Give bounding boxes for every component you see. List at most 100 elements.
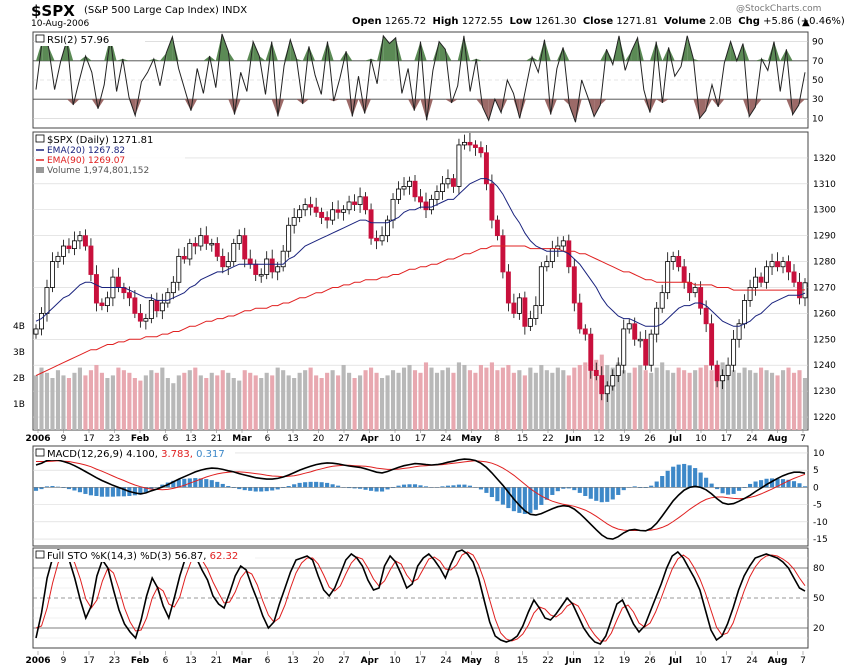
volume-bar (588, 370, 593, 430)
volume-bar (61, 375, 66, 430)
chart-date: 10-Aug-2006 (31, 19, 90, 29)
price-x-axis-label: 6 (163, 434, 169, 444)
price-x-axis-label: 26 (644, 434, 656, 444)
macd-histogram-bar (517, 487, 522, 513)
macd-histogram-bar (412, 484, 418, 488)
candle-body (242, 235, 248, 260)
candle-body (599, 375, 605, 395)
stochastic-x-axis-label: 6 (163, 656, 169, 666)
rsi-above-fill (476, 58, 483, 61)
volume-bar (160, 367, 165, 430)
macd-histogram-bar (110, 487, 115, 497)
price-x-axis-label: 17 (83, 434, 94, 444)
volume-bar (231, 378, 236, 430)
rsi-above-fill (786, 49, 793, 61)
volume-bar (182, 372, 187, 430)
rsi-above-fill (463, 35, 471, 61)
rsi-below-fill (184, 99, 191, 111)
macd-axis-tick: -15 (813, 535, 828, 545)
volume-bar (676, 367, 681, 430)
macd-histogram-bar (226, 486, 231, 488)
candle-body (203, 235, 209, 244)
candle-body (50, 261, 55, 288)
stochastic-collapse-icon (35, 550, 45, 559)
volume-bar (138, 380, 143, 430)
volume-bar (742, 367, 747, 430)
volume-bar (687, 372, 692, 430)
volume-bar (698, 367, 703, 430)
candle-body (132, 297, 138, 314)
candle-body (654, 307, 660, 335)
candle-body (538, 266, 544, 307)
price-axis-tick: 1290 (813, 232, 836, 242)
candle-body (115, 276, 121, 288)
candle-body (225, 261, 231, 268)
stochastic-d-line (35, 551, 806, 642)
macd-histogram-bar (39, 487, 44, 490)
candle-body (286, 224, 292, 252)
macd-histogram-bar (687, 465, 692, 488)
price-axis-tick: 1230 (813, 387, 836, 397)
candle-body (725, 364, 731, 376)
candle-body (396, 188, 401, 200)
stochastic-x-axis-label: 24 (746, 656, 758, 666)
candle-body (429, 198, 434, 211)
rsi-below-fill (296, 99, 303, 104)
candle-body (66, 245, 72, 250)
rsi-below-fill (699, 99, 706, 119)
candle-body (71, 240, 77, 250)
volume-bar (489, 362, 494, 430)
candle-body (687, 281, 693, 294)
price-axis-tick: 1320 (813, 154, 836, 164)
stochastic-x-axis-label: 9 (61, 656, 67, 666)
volume-bar (314, 375, 319, 430)
candle-body (170, 281, 176, 294)
volume-bar (292, 378, 297, 430)
macd-histogram-bar (176, 479, 181, 488)
stochastic-x-axis-label: 15 (517, 656, 528, 666)
volume-bar (204, 378, 209, 430)
rsi-above-fill (432, 41, 440, 61)
rsi-title-bg (35, 34, 145, 46)
candle-body (703, 307, 709, 325)
macd-histogram-bar (198, 478, 203, 488)
rsi-below-fill (656, 99, 663, 103)
volume-bar (193, 367, 198, 430)
rsi-below-fill (482, 99, 489, 121)
candle-body (665, 261, 671, 294)
candle-body (621, 328, 627, 366)
macd-histogram-bar (594, 487, 599, 501)
volume-bar (275, 367, 280, 430)
volume-bar (66, 378, 72, 430)
price-title: $SPX (Daily) 1271.81 (47, 135, 153, 146)
macd-histogram-bar (396, 485, 401, 488)
price-x-axis-label: May (461, 434, 482, 444)
macd-histogram-bar (605, 487, 610, 502)
rsi-above-fill (203, 56, 210, 61)
candle-body (698, 287, 704, 309)
volume-bar (572, 367, 577, 430)
stochastic-x-axis-label: 22 (542, 656, 553, 666)
volume-bar (731, 370, 736, 430)
volume-bar (533, 372, 538, 430)
rsi-below-fill (67, 99, 74, 105)
rsi-below-fill (544, 99, 551, 115)
chg-label: Chg (738, 16, 760, 27)
volume-bar (132, 378, 137, 430)
candle-body (264, 258, 270, 275)
rsi-above-fill (445, 49, 452, 61)
candle-body (478, 147, 484, 154)
macd-histogram-bar (33, 487, 39, 491)
volume-axis-tick: 2B (13, 374, 25, 384)
candle-body (522, 297, 528, 327)
candle-body (791, 271, 797, 283)
stochastic-x-axis-label: Aug (768, 656, 788, 666)
candle-body (571, 266, 577, 304)
rsi-above-fill (296, 58, 303, 61)
rsi-above-fill (668, 47, 675, 61)
volume-bar (83, 375, 88, 430)
stochastic-x-axis-label: 17 (721, 656, 732, 666)
volume-bar (336, 375, 341, 430)
volume-axis-tick: 1B (13, 400, 25, 410)
